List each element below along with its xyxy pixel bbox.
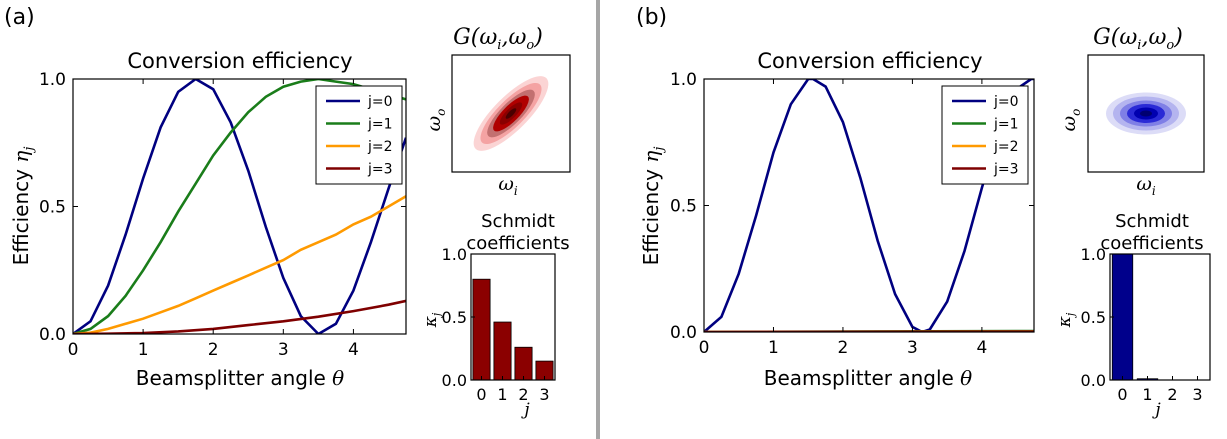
panel-b-jsa-plot <box>1087 54 1205 173</box>
panel-a-ylabel: Efficiency ηj <box>9 147 37 266</box>
panel-b-bar-xtick-label-0: 0 <box>1117 385 1127 404</box>
panel-a-ytick-label-0.5: 0.5 <box>39 198 66 218</box>
panel-b-xtick-label-1: 1 <box>768 338 779 358</box>
panel-b-bar-ytick-label-0.5: 0.5 <box>1081 308 1106 327</box>
panel-a-xtick-label-2: 2 <box>208 340 219 360</box>
panel-a-bar-1 <box>493 321 512 381</box>
panel-b-ytick-label-0.5: 0.5 <box>670 197 697 217</box>
panel-b-xlabel: Beamsplitter angle θ <box>764 366 972 390</box>
panel-b-jsa-ylabel: ωo <box>1058 109 1083 132</box>
panel-b-letter: (b) <box>636 5 667 30</box>
panel-a-legend-label-j0: j=0 <box>367 94 393 110</box>
panel-a-schmidt-title-line2: coefficients <box>466 233 569 254</box>
panel-b-efficiency-plot: 0 1 2 3 4 0.0 0.5 1.0 j=0 j=1 j=2 j=3 <box>670 70 1035 358</box>
panel-b-bar-xtick-label-3: 3 <box>1192 385 1202 404</box>
panel-b-bar-0 <box>1111 253 1134 381</box>
panel-b-ylabel: Efficiency ηj <box>639 147 667 266</box>
panel-b-jsa-contour-5 <box>1140 110 1152 117</box>
panel-a-series-j0-line <box>73 79 406 334</box>
panel-b-bar-ytick-label-1.0: 1.0 <box>1081 245 1106 264</box>
panel-b-legend-label-j0: j=0 <box>993 94 1019 110</box>
panel-b-bar-xtick-label-2: 2 <box>1167 385 1177 404</box>
panel-b-schmidt-title-line2: coefficients <box>1100 233 1203 254</box>
panel-b-jsa-frame <box>1087 54 1205 173</box>
panel-a-xtick-label-3: 3 <box>278 340 289 360</box>
panel-a-xlabel: Beamsplitter angle θ <box>136 366 344 390</box>
panel-a-xtick-label-0: 0 <box>68 340 79 360</box>
panel-a-j-label: j <box>520 400 530 420</box>
panel-a-jsa-title: G(ωi,ωo) <box>453 25 543 53</box>
panel-b-xtick-label-3: 3 <box>907 338 918 358</box>
panel-b-ytick-label-1.0: 1.0 <box>670 70 697 90</box>
panel-a-series-j2-line <box>73 195 406 334</box>
panel-a-legend-label-j2: j=2 <box>367 139 393 155</box>
panel-a-ytick-label-1.0: 1.0 <box>39 70 66 90</box>
panel-b-ytick-label-0.0: 0.0 <box>670 323 697 343</box>
panel-b-jsa-title: G(ωi,ωo) <box>1093 25 1183 53</box>
panel-a-bar-ytick-label-0.5: 0.5 <box>442 308 467 327</box>
panel-a-jsa-xlabel: ωi <box>498 173 518 198</box>
panel-a-main-title: Conversion efficiency <box>127 49 352 73</box>
panel-a-jsa-plot <box>451 54 571 173</box>
panel-a-series-j3-line <box>73 299 406 334</box>
panel-b-xtick-label-2: 2 <box>838 338 849 358</box>
panel-a-bar-ytick-label-1.0: 1.0 <box>442 245 467 264</box>
panel-b-kappa-label: κj <box>1055 312 1077 328</box>
panel-a-schmidt-title-line1: Schmidt <box>481 211 555 232</box>
panel-b-legend-label-j1: j=1 <box>993 117 1019 133</box>
panel-a-jsa-contour-5 <box>505 108 517 119</box>
panel-b-j-label: j <box>1151 400 1161 420</box>
panel-a-xtick-label-4: 4 <box>348 340 359 360</box>
panel-a-letter: (a) <box>4 5 35 30</box>
panel-a-series-j1-line <box>73 79 406 334</box>
panel-a-bar-xtick-label-1: 1 <box>497 385 507 404</box>
panel-b-main-title: Conversion efficiency <box>757 49 982 73</box>
panel-b-bar-xtick-label-1: 1 <box>1142 385 1152 404</box>
panel-a-legend-label-j1: j=1 <box>367 117 393 133</box>
panel-b-jsa-xlabel: ωi <box>1136 173 1156 198</box>
panel-a-xtick-label-1: 1 <box>138 340 149 360</box>
panel-b-xtick-label-4: 4 <box>976 338 987 358</box>
panel-b-xtick-label-0: 0 <box>699 338 710 358</box>
panel-b-schmidt-bars: 0 1 2 3 0.0 0.5 1.0 <box>1081 245 1211 404</box>
panel-a-schmidt-bars: 0 1 2 3 0.0 0.5 1.0 <box>442 245 556 404</box>
panel-b-bar-ytick-label-0.0: 0.0 <box>1081 371 1106 390</box>
panel-b-schmidt-title-line1: Schmidt <box>1115 211 1189 232</box>
panel-a-ytick-label-0.0: 0.0 <box>39 325 66 345</box>
panel-a-bar-xtick-label-3: 3 <box>539 385 549 404</box>
panel-a-bar-0 <box>472 278 491 381</box>
panel-b-legend-label-j2: j=2 <box>993 139 1019 155</box>
panel-a-jsa-ylabel: ωo <box>423 109 448 132</box>
panel-a-legend: j=0 j=1 j=2 j=3 <box>315 85 403 185</box>
panel-a-bar-xtick-label-2: 2 <box>518 385 528 404</box>
panel-b-legend-label-j3: j=3 <box>993 162 1019 178</box>
panel-a-bar-2 <box>514 346 533 381</box>
panel-b-legend: j=0 j=1 j=2 j=3 <box>941 85 1029 185</box>
panel-a-jsa-frame <box>451 54 571 173</box>
panel-a-bar-ytick-label-0.0: 0.0 <box>442 371 467 390</box>
panel-a-efficiency-plot: 0 1 2 3 4 0.0 0.5 1.0 j=0 j=1 j=2 j=3 <box>39 70 407 360</box>
panel-a-legend-label-j3: j=3 <box>367 162 393 178</box>
panel-a-kappa-label: κj <box>421 312 443 328</box>
panel-a-bar-xtick-label-0: 0 <box>476 385 486 404</box>
